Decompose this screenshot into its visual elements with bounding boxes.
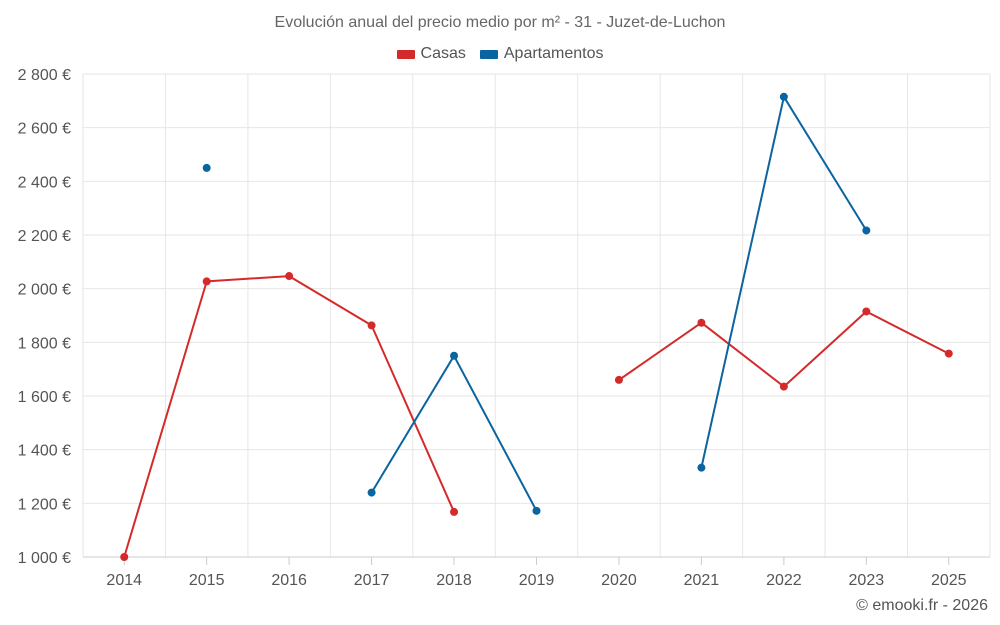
data-point-casas [944,349,953,358]
x-tick-label: 2019 [519,572,555,589]
data-point-casas [779,382,788,391]
legend-swatch-apartamentos [479,49,498,59]
y-tick-label: 1 400 € [18,443,71,460]
y-tick-label: 2 800 € [18,67,71,84]
data-point-casas [202,277,211,286]
x-tick-label: 2015 [189,572,225,589]
y-tick-label: 2 600 € [18,121,71,138]
series-line-casas [123,275,455,558]
data-point-apartamentos [697,463,706,472]
legend-item-apartamentos[interactable]: Apartamentos [479,45,604,63]
x-tick-label: 2022 [766,572,802,589]
data-point-apartamentos [202,163,211,172]
legend: Casas Apartamentos [0,45,1000,63]
legend-label-casas: Casas [420,45,466,62]
y-tick-label: 1 600 € [18,389,71,406]
x-tick-label: 2018 [436,572,472,589]
data-point-casas [697,318,706,327]
y-tick-label: 2 200 € [18,228,71,245]
x-tick-label: 2017 [354,572,390,589]
data-point-apartamentos [532,506,541,515]
data-point-casas [367,321,376,330]
x-tick-label: 2020 [601,572,637,589]
y-tick-label: 2 400 € [18,174,71,191]
x-tick-label: 2025 [931,572,967,589]
series-line-casas [618,310,950,388]
y-tick-label: 1 200 € [18,496,71,513]
data-point-apartamentos [862,226,871,235]
data-point-apartamentos [450,351,459,360]
data-point-apartamentos [367,488,376,497]
data-point-casas [285,272,294,281]
x-tick-label: 2016 [271,572,307,589]
legend-item-casas[interactable]: Casas [396,45,466,63]
data-point-casas [614,375,623,384]
data-point-casas [862,307,871,316]
x-tick-label: 2023 [849,572,885,589]
data-point-casas [120,553,129,561]
series-line-apartamentos [700,95,868,468]
legend-label-apartamentos: Apartamentos [503,45,604,62]
y-tick-label: 2 000 € [18,282,71,299]
y-tick-label: 1 800 € [18,335,71,352]
x-tick-label: 2021 [684,572,720,589]
credit: © emooki.fr - 2026 [856,597,988,614]
data-point-apartamentos [779,92,788,101]
data-point-casas [450,507,459,516]
y-tick-label: 1 000 € [18,550,71,567]
chart-title: Evolución anual del precio medio por m² … [274,14,726,31]
legend-swatch-casas [396,49,415,59]
x-tick-label: 2014 [106,572,142,589]
